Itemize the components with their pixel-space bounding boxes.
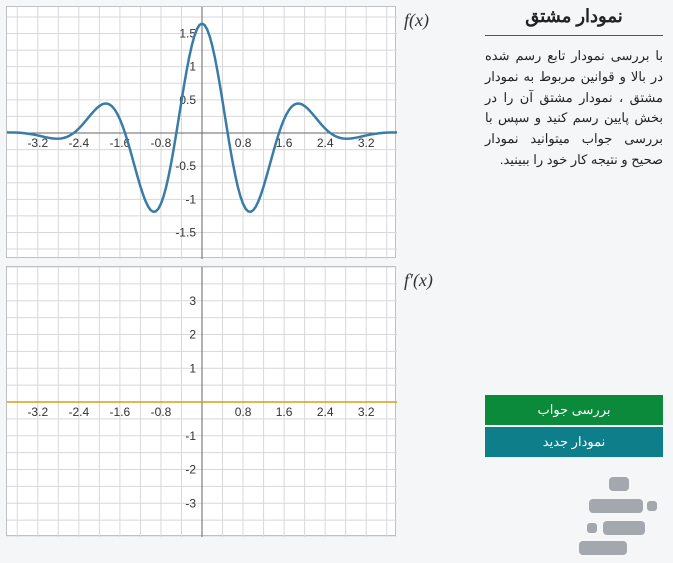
fprime-chart[interactable]: -3.2 -2.4 -1.6 -0.8 0.8 1.6 2.4 3.2 -3 -2 -1 1 2 3 xyxy=(6,266,396,536)
svg-text:3: 3 xyxy=(189,294,196,308)
svg-text:0.8: 0.8 xyxy=(235,136,252,150)
svg-text:3.2: 3.2 xyxy=(358,136,375,150)
svg-text:-3: -3 xyxy=(185,496,196,510)
panel-title: نمودار مشتق xyxy=(485,6,663,36)
svg-text:2.4: 2.4 xyxy=(317,136,334,150)
svg-text:-0.8: -0.8 xyxy=(151,136,172,150)
fx-chart: -3.2-2.4-1.6-0.80.81.62.43.2-1.5-1-0.50.… xyxy=(6,6,396,258)
svg-text:-2: -2 xyxy=(185,463,196,477)
svg-text:0.8: 0.8 xyxy=(235,405,252,419)
svg-text:1: 1 xyxy=(189,60,196,74)
svg-text:2: 2 xyxy=(189,328,196,342)
svg-text:3.2: 3.2 xyxy=(358,405,375,419)
charts-area: -3.2 -2.4 -1.6 -0.8 0.8 1.6 2.4 3.2 -1.5 -1 -0.5 0.… xyxy=(6,6,446,536)
side-panel: نمودار مشتق با بررسی نمودار تابع رسم شده… xyxy=(485,6,663,171)
svg-text:-1.6: -1.6 xyxy=(110,405,131,419)
fx-label: f(x) xyxy=(404,10,429,31)
svg-text:-2.4: -2.4 xyxy=(68,405,89,419)
svg-text:-0.8: -0.8 xyxy=(151,405,172,419)
watermark-logo xyxy=(575,475,665,555)
svg-text:-1.5: -1.5 xyxy=(175,225,196,239)
check-answer-button[interactable]: بررسی جواب xyxy=(485,395,663,425)
svg-text:-3.2: -3.2 xyxy=(27,405,48,419)
new-chart-button[interactable]: نمودار جدید xyxy=(485,427,663,457)
button-group: بررسی جواب نمودار جدید xyxy=(485,395,663,459)
svg-text:-1: -1 xyxy=(185,429,196,443)
panel-description: با بررسی نمودار تابع رسم شده در بالا و ق… xyxy=(485,46,663,171)
fprime-label: f′(x) xyxy=(404,270,433,291)
svg-text:2.4: 2.4 xyxy=(317,405,334,419)
svg-text:-0.5: -0.5 xyxy=(175,159,196,173)
svg-text:1.6: 1.6 xyxy=(276,405,293,419)
svg-text:-2.4: -2.4 xyxy=(68,136,89,150)
svg-text:-1: -1 xyxy=(185,192,196,206)
svg-text:1: 1 xyxy=(189,361,196,375)
